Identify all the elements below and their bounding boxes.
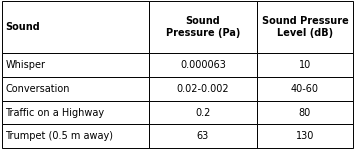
Text: Traffic on a Highway: Traffic on a Highway [5,108,104,118]
Bar [149,77,257,101]
Bar [149,53,257,77]
Bar [2,124,149,148]
Text: Conversation: Conversation [5,84,70,94]
Text: 0.2: 0.2 [195,108,211,118]
Text: 0.02-0.002: 0.02-0.002 [177,84,229,94]
Bar [257,101,353,124]
Bar [2,53,149,77]
Text: 130: 130 [296,131,314,141]
Text: 80: 80 [299,108,311,118]
Text: Sound
Pressure (Pa): Sound Pressure (Pa) [166,16,240,38]
Bar [2,77,149,101]
Text: Sound: Sound [5,22,40,32]
Bar [149,101,257,124]
Text: 63: 63 [197,131,209,141]
Text: Sound Pressure
Level (dB): Sound Pressure Level (dB) [262,16,348,38]
Bar [257,124,353,148]
Bar [257,1,353,53]
Text: 10: 10 [299,60,311,70]
Bar [257,77,353,101]
Text: Trumpet (0.5 m away): Trumpet (0.5 m away) [5,131,113,141]
Bar [257,53,353,77]
Text: 0.000063: 0.000063 [180,60,226,70]
Text: 40-60: 40-60 [291,84,319,94]
Bar [149,1,257,53]
Text: Whisper: Whisper [5,60,45,70]
Bar [2,1,149,53]
Bar [2,101,149,124]
Bar [149,124,257,148]
